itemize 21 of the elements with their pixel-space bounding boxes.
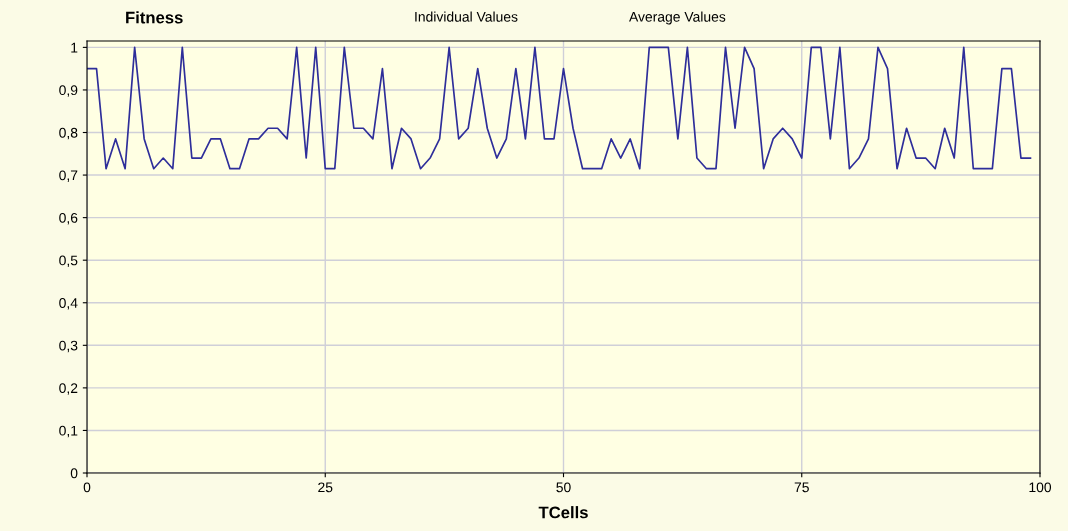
line-series [87, 46, 1032, 170]
y-tick-label: 0,5 [59, 255, 78, 267]
y-tick-label: 0,7 [59, 170, 78, 182]
y-tick-label: 0,8 [59, 127, 78, 140]
x-tick-label: 0 [83, 482, 91, 493]
y-tick-label: 0,6 [59, 212, 78, 225]
y-tick-label: 0,2 [59, 383, 78, 395]
y-tick-label: 0 [70, 468, 78, 479]
chart-title: Fitness [126, 11, 183, 24]
text: Individual Values [415, 11, 518, 22]
y-tick-label: 1 [71, 42, 78, 53]
x-axis-title: TCells [538, 506, 588, 519]
x-tick-label: 100 [1029, 482, 1052, 493]
y-tick-label: 0,3 [59, 340, 78, 353]
text: Average Values [629, 11, 726, 25]
y-tick-label: 0,4 [59, 298, 78, 310]
x-tick-label: 50 [556, 482, 571, 493]
x-tick-label: 75 [794, 482, 809, 493]
x-tick-label: 25 [318, 482, 333, 493]
y-tick-label: 0,1 [59, 425, 78, 438]
y-tick-label: 0,9 [59, 85, 78, 97]
